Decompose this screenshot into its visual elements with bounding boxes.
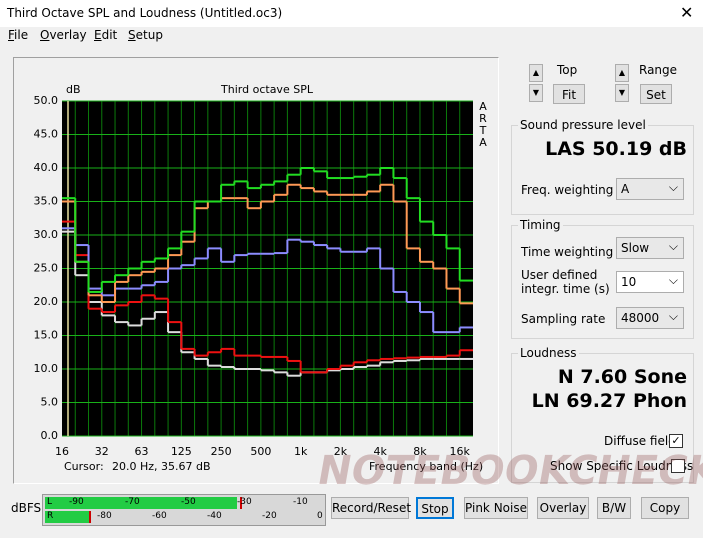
meter-scale-label: -70 [125,497,140,507]
meter-scale-label: -60 [152,511,167,521]
loudness-group: Loudness N 7.60 Sone LN 69.27 Phon Diffu… [511,346,694,483]
side-label-letter: A [479,136,487,149]
meter-scale-label: -50 [181,497,196,507]
spin-up[interactable]: ▲ [615,64,629,82]
meter-scale-label: -40 [207,511,222,521]
group-title: Sound pressure level [518,118,648,132]
left-level [45,497,237,509]
x-tick-label: 32 [95,445,109,458]
y-tick-label: 20.0 [34,295,59,308]
x-tick-label: 4k [374,445,388,458]
top-label: Top [557,63,578,77]
x-tick-label: 1k [294,445,308,458]
fit-button[interactable]: Fit [553,84,585,104]
field-label: Time weighting [521,245,614,259]
side-label-letter: T [479,124,487,137]
field-label: Freq. weighting [521,183,614,197]
window-title: Third Octave SPL and Loudness (Untitled.… [7,6,283,20]
button[interactable]: Record/Reset [331,497,411,519]
y-tick-label: 45.0 [34,128,59,141]
spl-group: Sound pressure level LAS 50.19 dB Freq. … [511,118,694,215]
x-tick-label: 16k [450,445,471,458]
spin-up[interactable]: ▲ [529,64,543,82]
loudness-ln: LN 69.27 Phon [531,390,687,412]
button[interactable]: Overlay [537,497,589,519]
group-title: Loudness [518,346,579,360]
channel-label: R [47,511,54,521]
cursor-label: Cursor: [64,460,104,473]
y-tick-label: 35.0 [34,195,59,208]
y-tick-label: 40.0 [34,161,59,174]
button[interactable]: Copy [641,497,689,519]
cursor-value: 20.0 Hz, 35.67 dB [112,460,211,473]
menu-item[interactable]: Setup [128,28,163,42]
button[interactable]: Stop [416,497,454,519]
side-label-letter: A [479,100,487,113]
channel-label: L [47,497,53,507]
menu-item[interactable]: Edit [94,28,118,42]
meter-label: dBFS [11,501,42,515]
x-tick-label: 125 [171,445,192,458]
x-axis-label: Frequency band (Hz) [369,460,483,473]
field-label: Sampling rate [521,312,606,326]
button[interactable]: Pink Noise [464,497,528,519]
side-label-letter: R [479,112,487,125]
right-peak [89,511,91,523]
specific-checkbox[interactable] [671,459,685,473]
watermark: NOTEBOOKCHECK [313,448,703,494]
y-tick-label: 50.0 [34,94,59,107]
time-weighting-select[interactable]: Slow [616,237,684,259]
x-tick-label: 250 [211,445,232,458]
x-tick-label: 8k [413,445,427,458]
level-meter: L R -90 -70 -50 -30 -10 -80 -60 -40 -20 0 [42,494,326,526]
range-label: Range [639,63,678,77]
meter-scale-label: -30 [237,497,252,507]
title-bar: Third Octave SPL and Loudness (Untitled.… [0,0,703,27]
series [62,220,473,374]
spin-down[interactable]: ▼ [529,84,543,102]
meter-scale-label: -90 [69,497,84,507]
y-tick-label: 0.0 [41,429,59,442]
menu-item[interactable]: File [8,28,29,42]
field-label: User defined integr. time (s) [521,268,610,296]
meter-scale-label: 0 [317,511,323,521]
x-tick-label: 63 [135,445,149,458]
close-button[interactable]: ✕ [680,3,694,22]
y-tick-label: 25.0 [34,262,59,275]
chart: Third octave SPL dB Frequency band (Hz) … [34,83,488,473]
integr-time-input[interactable]: 10 [616,271,684,293]
x-tick-label: 2k [334,445,348,458]
group-title: Timing [518,218,563,232]
meter-scale-label: -80 [97,511,112,521]
right-level [45,511,89,523]
y-tick-label: 30.0 [34,228,59,241]
menu-item[interactable]: Overlay [40,28,87,42]
checkbox-label: Diffuse field [604,434,676,448]
y-axis-label: dB [66,83,81,96]
chart-title: Third octave SPL [220,83,314,96]
freq-weighting-select[interactable]: A [616,178,684,200]
timing-group: Timing Time weighting Slow User defined … [511,218,694,339]
x-tick-label: 16 [55,445,69,458]
sampling-rate-select[interactable]: 48000 [616,307,684,329]
series [62,167,473,293]
x-tick-label: 500 [250,445,271,458]
spl-reading: LAS 50.19 dB [545,138,687,160]
chart-panel [13,57,499,484]
meter-scale-label: -20 [262,511,277,521]
y-tick-label: 5.0 [41,396,59,409]
spin-down[interactable]: ▼ [615,84,629,102]
set-button[interactable]: Set [640,84,672,104]
checkbox-label: Show Specific Loudness [550,459,694,473]
y-tick-label: 10.0 [34,362,59,375]
left-peak [240,497,242,509]
loudness-n: N 7.60 Sone [557,366,687,388]
meter-scale-label: -10 [293,497,308,507]
y-tick-label: 15.0 [34,329,59,342]
diffuse-checkbox[interactable]: ✓ [669,434,683,448]
button[interactable]: B/W [597,497,631,519]
